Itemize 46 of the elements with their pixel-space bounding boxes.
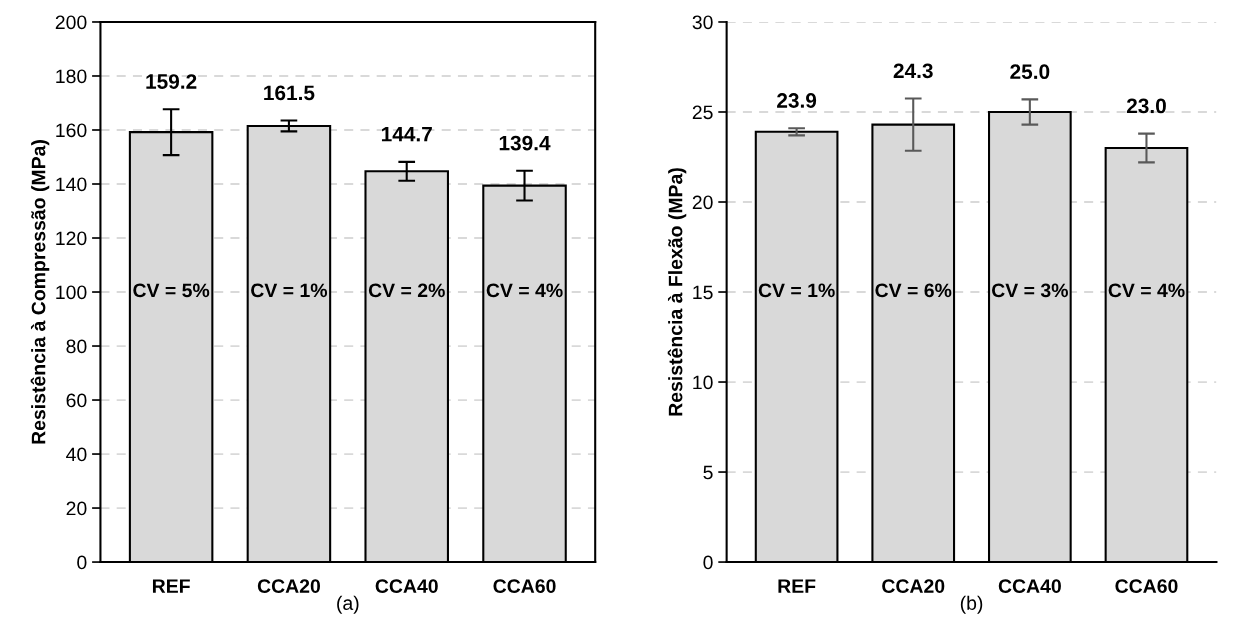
y-tick-label: 100 [56, 285, 87, 300]
y-tick-label: 40 [66, 447, 87, 462]
annotation: CV = 4% [1108, 283, 1185, 298]
annotation: CV = 3% [992, 283, 1068, 298]
y-tick-label: 60 [66, 393, 87, 408]
y-tick-label: 140 [56, 177, 87, 192]
text: (b) [960, 595, 983, 614]
x-tick-label: CCA20 [882, 579, 945, 594]
y-tick-label: 20 [66, 501, 87, 516]
annotation: CV = 1% [251, 283, 328, 298]
data-label: 139.4 [499, 135, 551, 151]
x-tick-label: CCA20 [257, 579, 320, 594]
data-label: 159.2 [146, 74, 197, 89]
y-tick-label: 200 [55, 15, 87, 30]
y-tick-label: 180 [56, 69, 87, 84]
x-tick-label: REF [778, 579, 816, 593]
y-axis-title: Resistência à Compressão (MPa) [30, 140, 50, 444]
data-label: 161.5 [264, 85, 315, 101]
annotation: CV = 5% [133, 283, 210, 298]
y-tick-label: 25 [692, 105, 713, 120]
x-tick-label: CCA40 [998, 579, 1061, 594]
annotation: CV = 6% [875, 283, 952, 298]
data-label: 23.0 [1126, 98, 1166, 114]
text: (a) [337, 595, 359, 614]
data-label: 144.7 [381, 127, 432, 142]
data-label: 23.9 [777, 93, 817, 108]
annotation: CV = 1% [758, 283, 835, 298]
y-tick-label: 160 [56, 123, 87, 138]
x-tick-label: REF [152, 579, 190, 593]
annotation: CV = 2% [368, 283, 445, 298]
y-tick-label: 5 [703, 465, 713, 480]
y-tick-label: 120 [56, 231, 87, 246]
x-tick-label: CCA60 [1115, 579, 1178, 594]
y-tick-label: 80 [66, 339, 87, 354]
y-tick-label: 0 [703, 555, 713, 570]
y-axis-title: Resistência à Flexão (MPa) [667, 168, 687, 416]
x-tick-label: CCA40 [375, 579, 438, 594]
y-tick-label: 10 [693, 375, 713, 390]
y-tick-label: 15 [693, 285, 713, 300]
y-tick-label: 0 [77, 555, 87, 570]
data-label: 25.0 [1010, 64, 1050, 80]
x-tick-label: CCA60 [493, 579, 556, 594]
annotation: CV = 4% [486, 283, 563, 298]
data-label: 24.3 [893, 63, 933, 79]
y-tick-label: 20 [692, 195, 713, 210]
y-tick-label: 30 [692, 15, 713, 30]
